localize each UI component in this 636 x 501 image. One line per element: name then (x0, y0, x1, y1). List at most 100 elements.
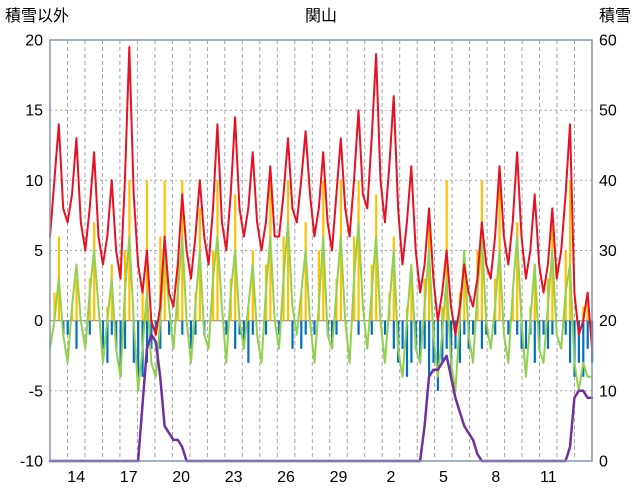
blue-bars (225, 320, 228, 335)
blue-bars (264, 320, 268, 335)
blue-bars (392, 320, 395, 349)
blue-bars (485, 320, 488, 335)
orange-bars (287, 180, 290, 321)
x-tick-label: 20 (172, 469, 190, 486)
orange-bars (93, 222, 96, 321)
right-tick-label: 0 (599, 454, 608, 471)
left-tick-label: -10 (20, 454, 43, 471)
orange-bars (159, 236, 162, 321)
orange-bars (300, 292, 303, 321)
blue-bars (370, 320, 373, 335)
x-tick-label: 23 (225, 469, 243, 486)
blue-bars (405, 320, 409, 377)
blue-bars (458, 320, 461, 363)
right-tick-label: 30 (599, 243, 617, 260)
blue-bars (123, 320, 127, 349)
red-line (49, 46, 593, 350)
orange-bars (410, 278, 413, 321)
blue-bars (247, 320, 250, 363)
blue-bars (551, 320, 554, 335)
blue-bars (190, 320, 193, 349)
blue-bars (423, 320, 426, 349)
blue-bars (145, 320, 149, 363)
orange-bars (516, 222, 519, 321)
blue-bars (516, 320, 519, 335)
blue-bars (106, 320, 109, 363)
orange-bars (533, 264, 536, 321)
x-tick-label: 8 (491, 469, 500, 486)
blue-bars (137, 320, 140, 391)
blue-bars (428, 320, 431, 377)
orange-bars (304, 222, 307, 321)
x-tick-label: 5 (439, 469, 448, 486)
blue-bars (410, 320, 413, 363)
blue-bars (335, 320, 338, 335)
x-tick-label: 26 (277, 469, 295, 486)
left-tick-label: -5 (29, 383, 43, 400)
blue-bars (132, 320, 135, 363)
left-tick-label: 15 (25, 103, 43, 120)
blue-bars (357, 320, 360, 335)
orange-bars (569, 180, 572, 321)
orange-bars (392, 236, 395, 321)
right-axis-title: 積雪 (599, 7, 631, 25)
blue-bars (88, 320, 91, 335)
blue-bars (577, 320, 580, 363)
blue-bars (401, 320, 404, 349)
left-tick-label: 10 (25, 173, 43, 190)
blue-bars (101, 320, 105, 349)
blue-bars (304, 320, 307, 335)
blue-bars (586, 320, 589, 349)
blue-bars (110, 320, 113, 335)
left-tick-label: 20 (25, 33, 43, 50)
orange-bars (53, 292, 56, 321)
blue-bars (168, 320, 171, 335)
blue-bars (445, 320, 448, 349)
blue-bars (383, 320, 387, 335)
blue-bars (507, 320, 510, 335)
plot-frame (49, 39, 593, 462)
right-tick-label: 10 (599, 383, 617, 400)
x-tick-label: 14 (67, 469, 85, 486)
blue-bars (194, 320, 197, 335)
orange-bars (357, 180, 360, 321)
blue-bars (234, 320, 237, 349)
blue-bars (291, 320, 294, 349)
blue-bars (463, 320, 466, 335)
blue-bars (159, 320, 162, 349)
blue-bars (569, 320, 572, 363)
blue-bars (419, 320, 422, 363)
blue-bars (251, 320, 254, 335)
blue-bars (480, 320, 483, 349)
purple-line (48, 333, 594, 463)
blue-bars (564, 320, 567, 335)
blue-bars (181, 320, 184, 335)
blue-bars (436, 320, 439, 391)
right-tick-label: 50 (599, 103, 617, 120)
blue-bars (300, 320, 303, 349)
chart-title: 関山 (305, 7, 337, 25)
blue-bars (524, 320, 528, 349)
x-tick-label: 11 (540, 469, 557, 486)
blue-bars (542, 320, 545, 335)
green-line (49, 221, 593, 392)
blue-bars (472, 320, 475, 335)
blue-bars (533, 320, 536, 363)
x-tick-label: 2 (386, 469, 395, 486)
orange-bars (75, 278, 78, 321)
orange-bars (463, 250, 466, 321)
blue-bars (75, 320, 78, 349)
orange-bars (317, 250, 320, 321)
left-axis-title: 積雪以外 (5, 7, 69, 25)
blue-bars (546, 320, 550, 349)
x-tick-label: 17 (120, 469, 138, 486)
right-tick-label: 40 (599, 173, 617, 190)
blue-bars (119, 320, 122, 377)
orange-bars (141, 292, 144, 321)
blue-bars (66, 320, 69, 335)
left-tick-label: 5 (34, 243, 43, 260)
x-tick-label: 29 (330, 469, 348, 486)
